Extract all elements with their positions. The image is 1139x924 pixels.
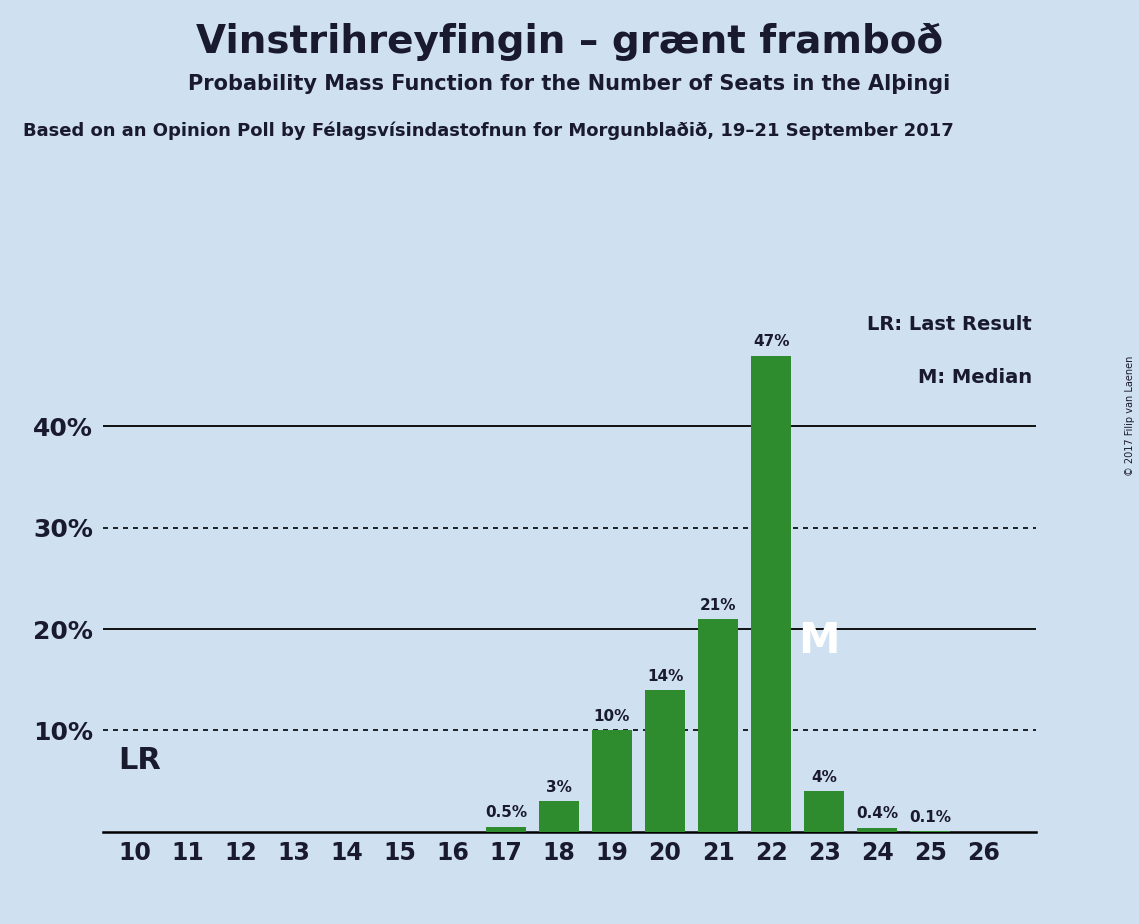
- Bar: [752, 356, 792, 832]
- Text: LR: Last Result: LR: Last Result: [867, 315, 1032, 334]
- Bar: [804, 791, 844, 832]
- Bar: [858, 828, 898, 832]
- Bar: [486, 827, 526, 832]
- Bar: [592, 730, 632, 832]
- Text: 10%: 10%: [593, 710, 630, 724]
- Bar: [539, 801, 579, 832]
- Text: 14%: 14%: [647, 669, 683, 684]
- Text: 3%: 3%: [546, 780, 572, 796]
- Text: Probability Mass Function for the Number of Seats in the Alþingi: Probability Mass Function for the Number…: [188, 74, 951, 94]
- Text: Vinstrihreyfingin – grænt framboð: Vinstrihreyfingin – grænt framboð: [196, 23, 943, 61]
- Text: LR: LR: [118, 747, 162, 775]
- Text: © 2017 Filip van Laenen: © 2017 Filip van Laenen: [1125, 356, 1134, 476]
- Text: 21%: 21%: [699, 598, 736, 613]
- Bar: [910, 831, 950, 832]
- Text: M: M: [797, 620, 839, 663]
- Text: 0.5%: 0.5%: [485, 806, 527, 821]
- Text: 0.1%: 0.1%: [909, 809, 951, 824]
- Text: 0.4%: 0.4%: [857, 807, 899, 821]
- Text: Based on an Opinion Poll by Félagsvísindastofnun for Morgunblaðið, 19–21 Septemb: Based on an Opinion Poll by Félagsvísind…: [23, 122, 953, 140]
- Text: 47%: 47%: [753, 334, 789, 349]
- Bar: [645, 690, 685, 832]
- Text: M: Median: M: Median: [918, 368, 1032, 387]
- Text: 4%: 4%: [811, 770, 837, 785]
- Bar: [698, 619, 738, 832]
